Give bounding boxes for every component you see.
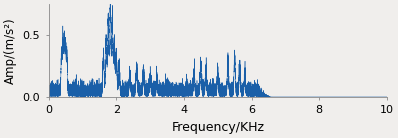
Y-axis label: Amp/(m/s²): Amp/(m/s²) — [4, 17, 17, 84]
X-axis label: Frequency/KHz: Frequency/KHz — [171, 121, 264, 134]
